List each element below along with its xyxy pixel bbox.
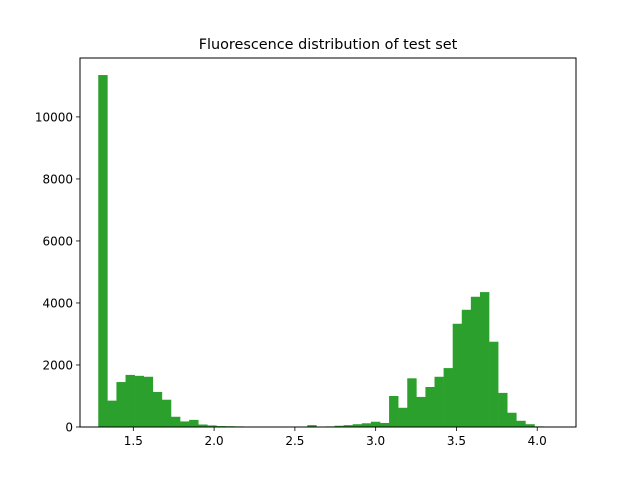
histogram-bar xyxy=(126,375,135,427)
histogram-bar xyxy=(98,75,107,427)
histogram-bar xyxy=(407,378,416,427)
histogram-bar xyxy=(171,417,180,427)
histogram-bar xyxy=(516,421,525,427)
histogram-bar xyxy=(362,423,371,427)
histogram-bar xyxy=(498,393,507,427)
histogram-bar xyxy=(189,420,198,427)
histogram-bar xyxy=(480,292,489,427)
x-tick-label: 3.0 xyxy=(366,434,385,448)
histogram-bar xyxy=(144,377,153,427)
histogram-bar xyxy=(162,400,171,427)
y-tick-label: 2000 xyxy=(42,358,73,372)
histogram-bar xyxy=(444,368,453,427)
y-tick-label: 6000 xyxy=(42,234,73,248)
y-tick-label: 0 xyxy=(65,421,73,435)
histogram-bar xyxy=(416,397,425,427)
y-tick-label: 4000 xyxy=(42,296,73,310)
histogram-bar xyxy=(180,421,189,427)
histogram-bar xyxy=(425,387,434,427)
histogram-bar xyxy=(380,423,389,427)
histogram-bar xyxy=(107,401,116,427)
histogram-bar xyxy=(153,392,162,427)
histogram-bar xyxy=(116,382,125,427)
histogram-bar xyxy=(507,413,516,427)
y-tick-label: 10000 xyxy=(35,110,73,124)
histogram-bar xyxy=(398,408,407,427)
x-tick-label: 2.5 xyxy=(285,434,304,448)
chart-title: Fluorescence distribution of test set xyxy=(199,37,458,53)
x-tick-label: 2.0 xyxy=(205,434,224,448)
histogram-bar xyxy=(435,377,444,427)
x-tick-label: 4.0 xyxy=(528,434,547,448)
histogram-bar xyxy=(453,324,462,427)
histogram-bar xyxy=(371,422,380,427)
x-tick-label: 3.5 xyxy=(447,434,466,448)
histogram-bar xyxy=(389,396,398,427)
histogram-bar xyxy=(135,376,144,427)
histogram-bar xyxy=(471,297,480,427)
x-tick-label: 1.5 xyxy=(124,434,143,448)
histogram-bar xyxy=(462,310,471,427)
histogram-bar xyxy=(489,342,498,427)
y-tick-label: 8000 xyxy=(42,172,73,186)
